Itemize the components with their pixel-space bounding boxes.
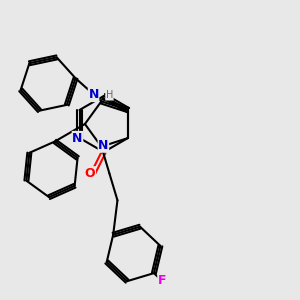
Text: H: H <box>106 90 113 100</box>
Text: O: O <box>85 167 95 180</box>
Text: N: N <box>72 131 83 145</box>
Text: N: N <box>88 88 99 101</box>
Text: F: F <box>158 274 166 287</box>
Text: N: N <box>98 139 109 152</box>
